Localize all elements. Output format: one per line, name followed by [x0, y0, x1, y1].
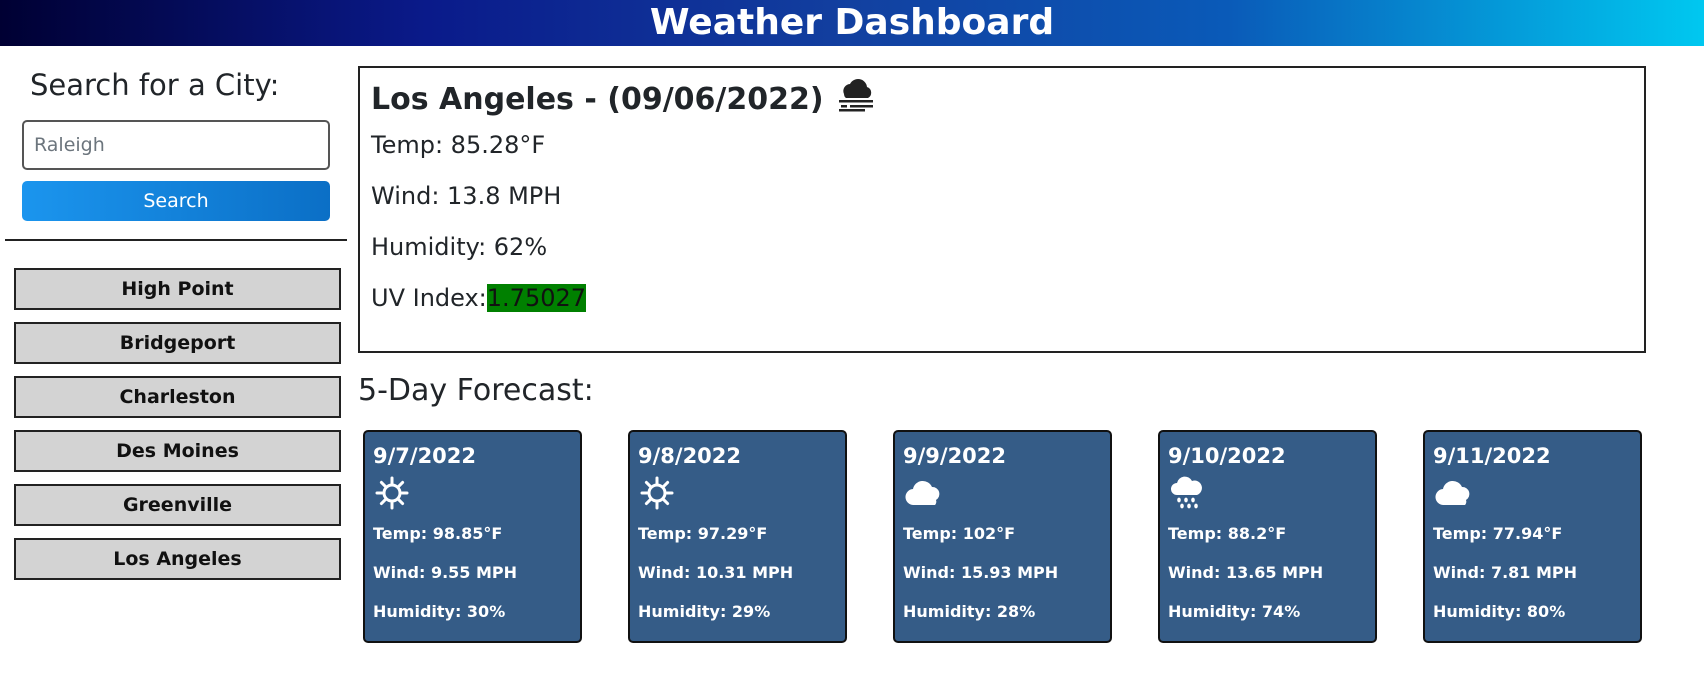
forecast-humidity: Humidity: 29% — [638, 602, 771, 621]
history-item-greenville[interactable]: Greenville — [14, 484, 341, 526]
cloud-icon — [903, 472, 1102, 514]
forecast-card: 9/9/2022 Temp: 102°F Wind: 15.93 MPH Hum… — [893, 430, 1112, 643]
current-wind: Wind: 13.8 MPH — [371, 182, 562, 210]
uv-index-value: 1.75027 — [486, 284, 587, 312]
cloud-icon — [1433, 472, 1632, 514]
forecast-temp: Temp: 102°F — [903, 524, 1016, 543]
forecast-card: 9/7/2022 Temp: 98.85°F Wind: 9.55 MPH Hu… — [363, 430, 582, 643]
sun-icon — [373, 472, 572, 514]
forecast-wind: Wind: 9.55 MPH — [373, 563, 518, 582]
forecast-title: 5-Day Forecast: — [358, 373, 594, 408]
forecast-temp: Temp: 97.29°F — [638, 524, 768, 543]
uv-index-label: UV Index: — [371, 284, 487, 312]
app-header: Weather Dashboard — [0, 0, 1704, 46]
current-uv-index: UV Index:1.75027 — [371, 273, 1633, 324]
forecast-date: 9/11/2022 — [1433, 444, 1551, 468]
history-item-des-moines[interactable]: Des Moines — [14, 430, 341, 472]
current-weather-panel: Los Angeles - (09/06/2022) Temp: 85.28°F… — [358, 66, 1646, 353]
current-temp: Temp: 85.28°F — [371, 131, 546, 159]
forecast-card: 9/8/2022 Temp: 97.29°F Wind: 10.31 MPH H… — [628, 430, 847, 643]
search-button[interactable]: Search — [22, 181, 330, 221]
forecast-wind: Wind: 13.65 MPH — [1168, 563, 1324, 582]
current-humidity: Humidity: 62% — [371, 233, 548, 261]
forecast-wind: Wind: 10.31 MPH — [638, 563, 794, 582]
sidebar: Search for a City: Search High Point Bri… — [0, 46, 350, 689]
sidebar-divider — [5, 239, 347, 241]
sun-icon — [638, 472, 837, 514]
history-item-high-point[interactable]: High Point — [14, 268, 341, 310]
search-title: Search for a City: — [30, 68, 280, 102]
forecast-wind: Wind: 7.81 MPH — [1433, 563, 1578, 582]
mist-icon — [836, 78, 876, 123]
history-item-los-angeles[interactable]: Los Angeles — [14, 538, 341, 580]
forecast-wind: Wind: 15.93 MPH — [903, 563, 1059, 582]
history-item-charleston[interactable]: Charleston — [14, 376, 341, 418]
forecast-date: 9/7/2022 — [373, 444, 477, 468]
forecast-date: 9/10/2022 — [1168, 444, 1286, 468]
forecast-temp: Temp: 88.2°F — [1168, 524, 1287, 543]
forecast-temp: Temp: 77.94°F — [1433, 524, 1563, 543]
forecast-cards: 9/7/2022 Temp: 98.85°F Wind: 9.55 MPH Hu… — [363, 430, 1643, 643]
page-title: Weather Dashboard — [649, 2, 1055, 43]
city-search-input[interactable] — [22, 120, 330, 170]
search-history-list: High Point Bridgeport Charleston Des Moi… — [14, 268, 341, 592]
forecast-humidity: Humidity: 80% — [1433, 602, 1566, 621]
current-city-date: Los Angeles - (09/06/2022) — [371, 82, 824, 117]
forecast-card: 9/11/2022 Temp: 77.94°F Wind: 7.81 MPH H… — [1423, 430, 1642, 643]
current-weather-title: Los Angeles - (09/06/2022) — [371, 78, 1633, 123]
history-item-bridgeport[interactable]: Bridgeport — [14, 322, 341, 364]
forecast-card: 9/10/2022 Temp: 88.2°F Wind: 13.65 MPH H… — [1158, 430, 1377, 643]
forecast-humidity: Humidity: 74% — [1168, 602, 1301, 621]
forecast-humidity: Humidity: 28% — [903, 602, 1036, 621]
forecast-date: 9/9/2022 — [903, 444, 1007, 468]
forecast-humidity: Humidity: 30% — [373, 602, 506, 621]
forecast-temp: Temp: 98.85°F — [373, 524, 503, 543]
forecast-date: 9/8/2022 — [638, 444, 742, 468]
rain-cloud-icon — [1168, 472, 1367, 514]
